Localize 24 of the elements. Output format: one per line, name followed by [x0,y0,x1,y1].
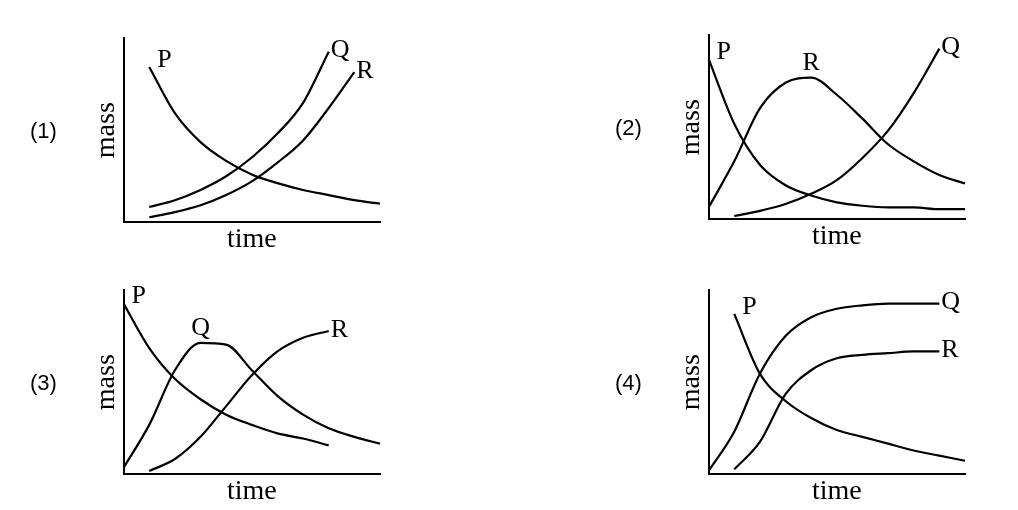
y-axis-title: mass [89,102,121,159]
x-axis-title: time [811,473,862,505]
text: (4) [615,370,642,396]
y-axis-title: mass [674,99,706,156]
x-axis-title: time [811,218,862,250]
y-axis-title: mass [674,354,706,411]
series-label: Q [941,286,961,316]
series-label: R [941,334,960,364]
series-label: P [157,43,172,73]
series-label: Q [191,311,211,341]
series-label: R [330,313,349,343]
series-label: Q [941,31,961,61]
series-label: P [131,280,147,310]
y-axis-title: mass [89,354,121,411]
series-label: R [802,46,821,76]
series-label: P [716,35,732,65]
x-axis-title: time [226,221,277,253]
series-label: P [742,290,757,320]
text: (3) [30,370,57,396]
series-label: R [356,54,375,84]
text: (1) [30,118,57,144]
series-label: Q [330,34,350,64]
text: (2) [615,115,642,141]
x-axis-title: time [226,473,277,505]
